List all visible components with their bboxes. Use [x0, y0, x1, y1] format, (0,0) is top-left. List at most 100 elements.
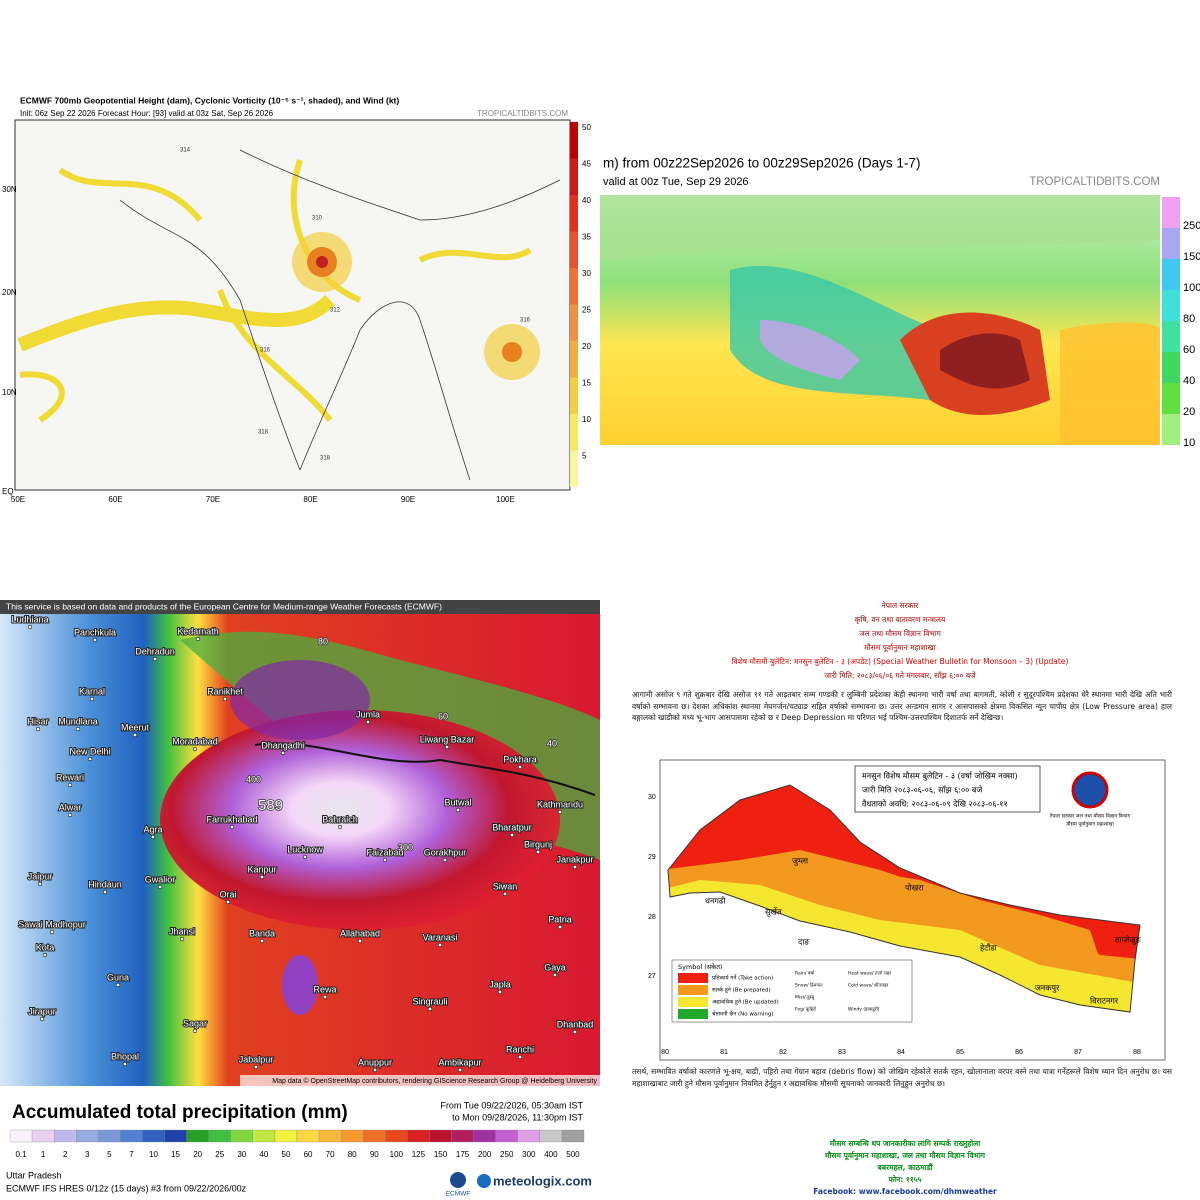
city-dot	[259, 938, 265, 944]
legend-label: चेतावनी छैन (No warning)	[712, 1011, 774, 1018]
place-label: हेटौंडा	[980, 943, 998, 953]
contour-label: 80	[318, 636, 328, 646]
tt-subtitle: valid at 00z Tue, Sep 29 2026	[603, 176, 749, 188]
colorbar-swatch	[1162, 383, 1180, 414]
city-label: Kedarnath	[177, 626, 219, 636]
city-dot	[152, 656, 158, 662]
period-from: From Tue 09/22/2026, 05:30am IST	[440, 1100, 583, 1110]
scale-swatch	[495, 1129, 518, 1143]
city-label: Liwang Bazar	[420, 734, 475, 744]
lon-label: 83	[838, 1049, 846, 1056]
colorbar-swatch	[1162, 414, 1180, 445]
colorbar-swatch	[570, 231, 578, 268]
scale-label: 5	[107, 1150, 112, 1159]
city-label: Dhangadhi	[261, 740, 305, 750]
lon-label: 87	[1074, 1049, 1082, 1056]
lon-label: 60E	[108, 495, 122, 504]
city-dot	[372, 1067, 378, 1073]
bulletin-footer: बबरमहल, काठमाडौं	[876, 1163, 933, 1172]
colorbar-swatch	[570, 304, 578, 341]
scale-label: 1	[41, 1150, 46, 1159]
city-dot	[115, 982, 121, 988]
city-dot	[39, 1016, 45, 1022]
city-label: Gaya	[544, 962, 566, 972]
scale-swatch	[208, 1129, 231, 1143]
contour-label: 400	[246, 774, 261, 784]
dhm-logo	[1071, 771, 1109, 809]
city-dot	[535, 849, 541, 855]
city-label: Rewari	[56, 772, 84, 782]
colorbar-label: 60	[1183, 344, 1195, 356]
city-dot	[437, 942, 443, 948]
bulletin-footer: Facebook: www.facebook.com/dhmweather	[813, 1187, 997, 1196]
colorbar-label: 10	[582, 415, 591, 424]
city-dot	[157, 884, 163, 890]
scale-swatch	[517, 1129, 540, 1143]
city-label: Jirapur	[28, 1006, 56, 1016]
colorbar-label: 80	[1183, 313, 1195, 325]
colorbar-swatch	[570, 268, 578, 305]
up-purple-south	[282, 955, 318, 1015]
period-to: to Mon 09/28/2026, 11:30pm IST	[452, 1112, 583, 1122]
legend-title: Symbol (संकेत)	[678, 963, 722, 971]
city-label: Hisar	[27, 716, 48, 726]
bulletin-header: कृषि, वन तथा वातावरण मन्त्रालय	[855, 615, 946, 625]
symbol-label: Snow/ हिमपात	[795, 982, 823, 989]
city-label: Lucknow	[287, 844, 323, 854]
scale-label: 300	[522, 1150, 536, 1159]
lon-label: 50E	[11, 495, 25, 504]
city-label: Japla	[489, 979, 511, 989]
city-label: Hindaun	[88, 879, 122, 889]
city-label: Rewa	[313, 984, 336, 994]
city-dot	[49, 929, 55, 935]
lat-label: 10N	[2, 388, 17, 397]
ecmwf-logo: ECMWF	[446, 1191, 471, 1198]
scale-swatch	[76, 1129, 99, 1143]
scale-label: 10	[149, 1150, 158, 1159]
up-precip-max	[160, 710, 560, 930]
city-dot	[89, 696, 95, 702]
city-dot	[557, 924, 563, 930]
lat-label: 20N	[2, 288, 17, 297]
city-dot	[572, 864, 578, 870]
scale-swatch	[142, 1129, 165, 1143]
lon-label: 82	[779, 1049, 787, 1056]
scale-swatch	[451, 1129, 474, 1143]
city-dot	[497, 989, 503, 995]
scale-swatch	[230, 1129, 253, 1143]
colorbar-swatch	[1162, 259, 1180, 290]
colorbar-label: 20	[582, 342, 591, 351]
colorbar-label: 5	[582, 452, 587, 461]
place-label: धनगढी	[705, 896, 726, 906]
logo-caption: मौसम पूर्वानुमान महाशाखा	[1066, 821, 1114, 828]
city-dot	[455, 807, 461, 813]
colorbar-swatch	[570, 158, 578, 195]
legend-swatch	[678, 973, 708, 983]
colorbar-swatch	[1162, 321, 1180, 352]
colorbar-label: 10	[1183, 437, 1195, 449]
city-label: Pokhara	[503, 754, 537, 764]
colorbar-label: 100	[1183, 282, 1200, 294]
contour-label: 312	[330, 308, 341, 314]
ecmwf-logo-mark	[450, 1172, 466, 1188]
scale-label: 15	[171, 1150, 180, 1159]
map-box	[854, 765, 1041, 813]
colorbar-swatch	[570, 450, 578, 487]
colorbar-label: 40	[1183, 375, 1195, 387]
city-label: Ranikhet	[207, 686, 243, 696]
lon-label: 100E	[496, 495, 515, 504]
city-label: Siwan	[493, 881, 518, 891]
colorbar-swatch	[1162, 228, 1180, 259]
scale-swatch	[98, 1129, 121, 1143]
colorbar-swatch	[570, 414, 578, 451]
city-dot	[444, 744, 450, 750]
place-label: सुर्खेत	[765, 907, 782, 918]
symbol-label: Fog/ कुहिरो	[795, 1006, 817, 1013]
city-dot	[132, 732, 138, 738]
lon-label: 80	[661, 1049, 669, 1056]
city-label: Ludhiana	[11, 614, 48, 624]
scale-swatch	[54, 1129, 77, 1143]
vorticity-subtitle: Init: 06z Sep 22 2026 Forecast Hour: [93…	[20, 109, 274, 118]
scale-swatch	[274, 1129, 298, 1143]
